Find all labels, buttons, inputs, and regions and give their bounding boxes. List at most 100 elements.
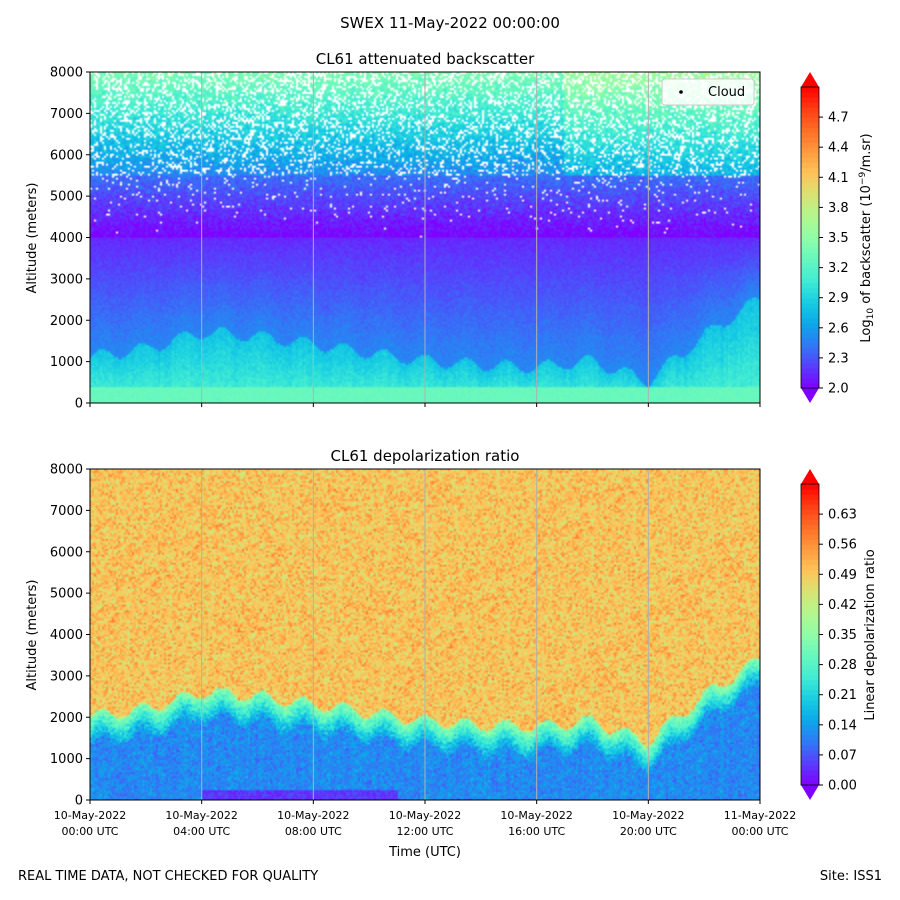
colorbar-segment (801, 307, 819, 314)
backscatter-colorbar-extend-min (801, 388, 819, 403)
x-tick-label-time: 20:00 UTC (620, 825, 677, 838)
x-tick-label-date: 10-May-2022 (277, 809, 349, 822)
colorbar-segment (801, 519, 819, 525)
x-tick-label-date: 10-May-2022 (389, 809, 461, 822)
colorbar-tick-label: 0.00 (828, 779, 857, 794)
colorbar-segment (801, 162, 819, 168)
backscatter-x-ticks (89, 403, 761, 407)
colorbar-segment (801, 242, 819, 249)
colorbar-segment (801, 347, 819, 354)
backscatter-y-ticks: 0 1000 2000 3000 4000 5000 6000 7000 8000 (50, 66, 90, 412)
figure-suptitle: SWEX 11-May-2022 00:00:00 (340, 14, 560, 32)
colorbar-segment (801, 749, 819, 756)
colorbar-segment (801, 277, 819, 284)
depolarization-gridlines (201, 469, 649, 800)
cloud-legend[interactable]: Cloud (661, 78, 755, 106)
colorbar-tick-label: 0.56 (828, 538, 857, 553)
x-tick-label-time: 00:00 UTC (731, 825, 788, 838)
colorbar-segment (801, 107, 819, 113)
colorbar-segment (801, 317, 819, 324)
depolarization-panel: CL61 depolarization ratio 0 1000 2000 3000 4… (25, 447, 878, 860)
colorbar-tick-label: 0.14 (828, 718, 857, 733)
colorbar-segment (801, 734, 819, 741)
colorbar-segment (801, 694, 819, 701)
colorbar-segment (801, 624, 819, 631)
colorbar-segment (801, 649, 819, 656)
colorbar-segment (801, 262, 819, 269)
y-tick-label: 6000 (50, 148, 83, 163)
colorbar-segment (801, 357, 819, 364)
colorbar-segment (801, 177, 819, 183)
colorbar-segment (801, 484, 819, 490)
y-tick-label: 4000 (50, 628, 83, 643)
colorbar-segment (801, 252, 819, 259)
x-tick-label-time: 12:00 UTC (396, 825, 453, 838)
colorbar-tick-label: 2.3 (828, 351, 849, 366)
colorbar-segment (801, 92, 819, 98)
y-tick-label: 5000 (50, 587, 83, 602)
colorbar-segment (801, 774, 819, 781)
colorbar-segment (801, 609, 819, 616)
colorbar-segment (801, 564, 819, 570)
colorbar-segment (801, 619, 819, 626)
quality-notice: REAL TIME DATA, NOT CHECKED FOR QUALITY (18, 869, 319, 884)
x-tick-label-date: 10-May-2022 (612, 809, 684, 822)
depolarization-title: CL61 depolarization ratio (331, 447, 520, 465)
colorbar-segment (801, 247, 819, 254)
backscatter-colorbar-extend-max (801, 72, 819, 87)
colorbar-segment (801, 332, 819, 339)
colorbar-tick-label: 3.8 (828, 201, 849, 216)
colorbar-segment (801, 227, 819, 234)
colorbar-segment (801, 719, 819, 726)
colorbar-tick-label: 4.1 (828, 171, 849, 186)
cloud-legend-box (661, 78, 755, 106)
colorbar-segment (801, 554, 819, 560)
colorbar-segment (801, 97, 819, 103)
time-axis-label: Time (UTC) (388, 845, 461, 860)
colorbar-segment (801, 629, 819, 636)
y-tick-label: 1000 (50, 752, 83, 767)
colorbar-segment (801, 167, 819, 173)
colorbar-segment (801, 509, 819, 515)
colorbar-segment (801, 287, 819, 294)
colorbar-segment (801, 769, 819, 776)
colorbar-segment (801, 739, 819, 746)
colorbar-segment (801, 197, 819, 203)
colorbar-segment (801, 127, 819, 133)
depolarization-colorbar-gradient (801, 484, 819, 786)
y-tick-label: 3000 (50, 669, 83, 684)
colorbar-segment (801, 724, 819, 731)
y-tick-label: 0 (75, 397, 83, 412)
colorbar-tick-label: 0.07 (828, 748, 857, 763)
colorbar-segment (801, 342, 819, 349)
x-tick-label-time: 04:00 UTC (173, 825, 230, 838)
depolarization-y-ticks: 0 1000 2000 3000 4000 5000 6000 7000 8000 (50, 463, 90, 809)
colorbar-segment (801, 137, 819, 143)
colorbar-tick-label: 3.5 (828, 231, 849, 246)
colorbar-segment (801, 614, 819, 621)
colorbar-tick-label: 2.0 (828, 382, 849, 397)
colorbar-segment (801, 689, 819, 696)
colorbar-segment (801, 142, 819, 148)
depolarization-colorbar-extend-min (801, 785, 819, 800)
depolarization-y-label: Altitude (meters) (25, 580, 40, 691)
colorbar-segment (801, 312, 819, 319)
y-tick-label: 7000 (50, 504, 83, 519)
colorbar-tick-label: 3.2 (828, 261, 849, 276)
colorbar-segment (801, 192, 819, 198)
backscatter-colorbar-ticks: 2.0 2.3 2.6 2.9 3.2 3.5 3.8 4.1 4.4 4.7 (819, 111, 849, 397)
colorbar-tick-label: 0.28 (828, 658, 857, 673)
cloud-legend-label: Cloud (708, 85, 745, 100)
colorbar-segment (801, 217, 819, 224)
colorbar-segment (801, 232, 819, 239)
colorbar-segment (801, 704, 819, 711)
depolarization-colorbar-extend-max (801, 469, 819, 484)
colorbar-segment (801, 122, 819, 128)
colorbar-segment (801, 539, 819, 545)
colorbar-segment (801, 659, 819, 666)
y-tick-label: 3000 (50, 272, 83, 287)
y-tick-label: 4000 (50, 231, 83, 246)
colorbar-segment (801, 372, 819, 379)
colorbar-segment (801, 604, 819, 611)
depolarization-colorbar: 0.00 0.07 0.14 0.21 0.28 0.35 0.42 0.49 0.56 0.63… (800, 469, 878, 800)
